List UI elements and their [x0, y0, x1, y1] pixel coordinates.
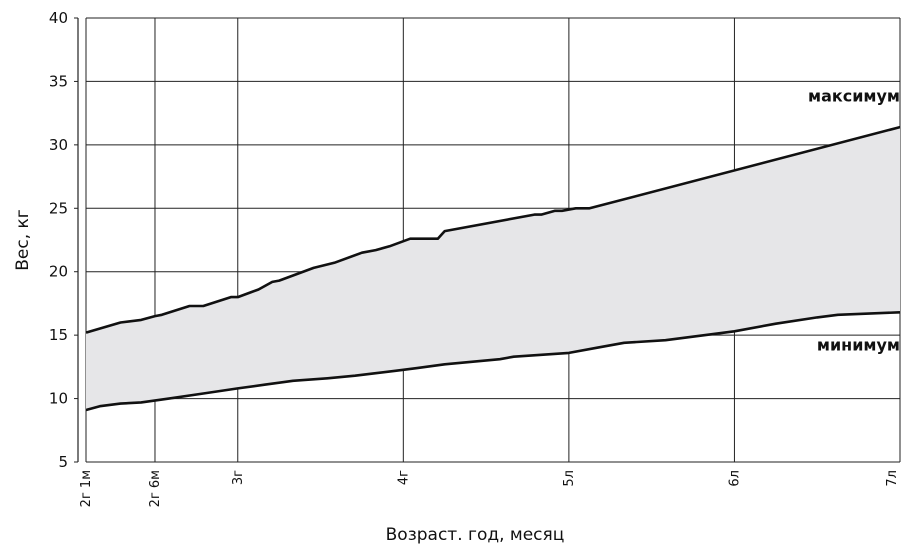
x-tick-label: 7л — [885, 470, 900, 487]
series-label-min: минимум — [817, 335, 900, 354]
y-tick-label: 35 — [49, 72, 68, 90]
series-line-max — [85, 125, 901, 334]
x-tick-label: 2г 1м — [79, 470, 94, 507]
y-tick-label: 10 — [49, 390, 68, 408]
x-tick-label: 6л — [727, 470, 742, 487]
x-tick-label: 5л — [562, 470, 577, 487]
series-lines — [85, 125, 901, 412]
series-line-min — [85, 311, 901, 412]
y-tick-label: 5 — [58, 453, 68, 471]
y-tick-label: 15 — [49, 326, 68, 344]
series-label-max: максимум — [808, 87, 900, 106]
x-tick-labels: 2г 1м 2г 6м 3г 4г 5л 6л 7л — [79, 470, 900, 507]
y-tick-label: 25 — [49, 199, 68, 217]
x-axis-label: Возраст. год, месяц — [386, 525, 565, 545]
x-tick-label: 3г — [231, 470, 246, 485]
y-axis-label: Вес, кг — [13, 209, 33, 271]
x-tick-label: 2г 6м — [148, 470, 163, 507]
y-tick-label: 40 — [49, 9, 68, 27]
x-tick-label: 4г — [396, 470, 411, 485]
y-tick-labels: 5 10 15 20 25 30 35 40 — [49, 9, 68, 471]
y-tick-label: 20 — [49, 263, 68, 281]
y-tick-label: 30 — [49, 136, 68, 154]
weight-range-band — [86, 127, 900, 410]
